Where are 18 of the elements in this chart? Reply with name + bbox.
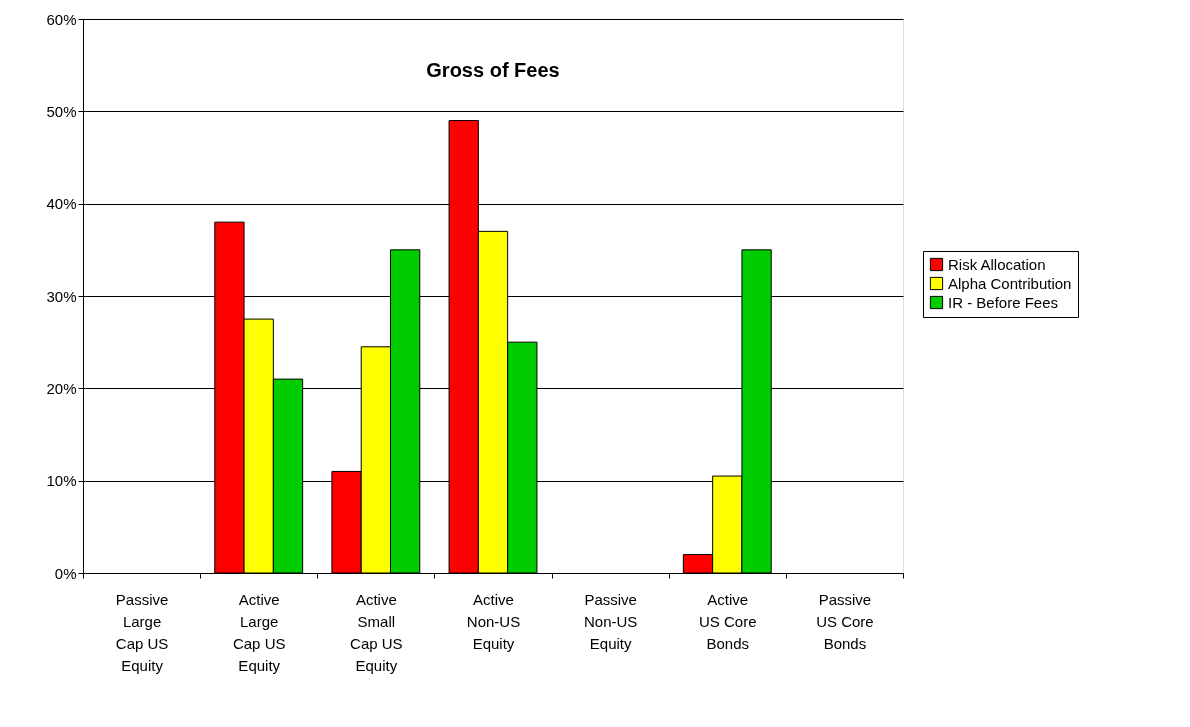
y-tick-label: 20% — [46, 379, 77, 397]
x-tick-label: Passive Large Cap US Equity — [115, 590, 169, 674]
x-tick-label: Active US Core Bonds — [699, 590, 757, 652]
x-tick-label: Active Large Cap US Equity — [232, 590, 286, 674]
text: Gross of Fees — [426, 59, 560, 81]
y-tick-label: 40% — [46, 195, 77, 213]
y-tick-label: 0% — [54, 564, 77, 582]
y-tick-label: 50% — [46, 102, 77, 120]
legend-label: IR - Before Fees — [948, 293, 1059, 311]
x-tick-label: Passive US Core Bonds — [816, 590, 874, 652]
y-tick-label: 30% — [46, 287, 77, 305]
legend-label: Alpha Contribution — [948, 274, 1072, 292]
x-tick-label: Active Small Cap US Equity — [350, 590, 403, 674]
x-tick-label: Passive Non-US Equity — [583, 590, 638, 652]
y-tick-label: 60% — [46, 10, 77, 28]
y-tick-label: 10% — [46, 472, 77, 490]
x-tick-label: Active Non-US Equity — [466, 590, 521, 652]
legend-label: Risk Allocation — [948, 255, 1046, 273]
